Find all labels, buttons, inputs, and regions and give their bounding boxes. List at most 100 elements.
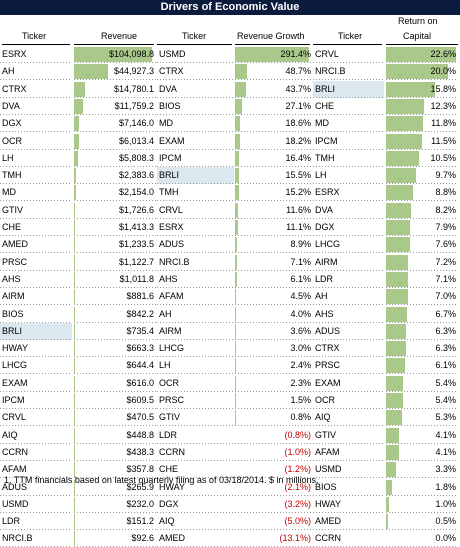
row-separator [235, 338, 313, 340]
row-separator [74, 269, 156, 271]
row-separator [235, 286, 313, 288]
roc-ticker-cell: EXAM [313, 375, 384, 392]
row-separator [386, 79, 458, 81]
value-label: 6.3% [435, 343, 456, 354]
ticker-label: LHCG [2, 360, 28, 371]
value-bar [74, 306, 75, 322]
row-separator [313, 304, 384, 306]
value-label: $881.6 [126, 291, 154, 302]
row-separator [235, 442, 313, 444]
roc-ticker-cell: TMH [313, 150, 384, 167]
roc-value-cell: 15.8% [386, 81, 458, 98]
ticker-label: DGX [2, 118, 22, 129]
row-separator [313, 235, 384, 236]
value-label: 0.8% [290, 412, 311, 423]
growth-value-cell: 3.0% [235, 340, 313, 358]
roc-ticker-cell: NRCI.B [313, 63, 384, 81]
value-bar [74, 427, 75, 443]
value-label: 7.6% [435, 239, 456, 250]
revenue-value-cell: $470.5 [74, 409, 156, 427]
roc-ticker-cell: AIRM [313, 254, 384, 271]
value-bar [235, 358, 236, 374]
ticker-label: HWAY [159, 481, 185, 492]
value-bar [386, 254, 409, 270]
roc-value-cell: 6.3% [386, 323, 458, 340]
value-bar [74, 81, 86, 97]
ticker-label: PRSC [315, 360, 341, 371]
row-separator [313, 62, 384, 63]
ticker-label: PRSC [159, 395, 185, 405]
revenue-ticker-cell: GTIV [0, 202, 72, 219]
value-label: 7.1% [290, 256, 311, 267]
value-label: 16.4% [285, 152, 311, 163]
ticker-label: DGX [159, 498, 179, 509]
row-separator [157, 477, 234, 479]
ticker-label: ESRX [315, 187, 340, 198]
roc-value-cell: 6.7% [386, 306, 458, 323]
growth-ticker-cell: CRVL [157, 202, 234, 219]
row-separator [74, 235, 156, 236]
ticker-label: AIRM [315, 256, 338, 267]
growth-value-cell: (13.1%) [235, 530, 313, 547]
ticker-label: IPCM [315, 135, 338, 146]
revenue-value-cell: $1,233.5 [74, 236, 156, 254]
growth-value-cell: (0.8%) [235, 427, 313, 444]
ticker-label: IPCM [2, 395, 25, 405]
value-label: 7.2% [435, 256, 456, 267]
revenue-value-cell: $6,013.4 [74, 133, 156, 150]
roc-ticker-cell: AHS [313, 306, 384, 323]
value-label: $92.6 [131, 533, 154, 544]
row-separator [235, 304, 313, 306]
value-label: 11.1% [286, 222, 311, 232]
value-label: $5,808.3 [118, 152, 154, 163]
growth-value-cell: (3.2%) [235, 496, 313, 513]
value-bar [74, 220, 76, 235]
roc-ticker-header: Ticker [338, 31, 363, 41]
row-separator [386, 373, 458, 375]
growth-value-cell: 16.4% [235, 150, 313, 167]
value-bar [235, 220, 238, 235]
growth-ticker-cell: BRLI [157, 167, 234, 185]
value-label: 4.5% [290, 291, 311, 302]
row-separator [157, 96, 234, 98]
growth-ticker-cell: CCRN [157, 444, 234, 461]
value-bar [74, 168, 76, 184]
ticker-label: DVA [315, 204, 333, 215]
growth-value-cell: 4.0% [235, 306, 313, 323]
growth-value-cell: 2.4% [235, 357, 313, 375]
value-label: $470.5 [126, 412, 154, 423]
roc-header-line1: Return on [398, 16, 438, 26]
value-bar [386, 64, 448, 80]
value-label: 5.4% [435, 377, 456, 388]
row-separator [313, 390, 384, 392]
value-bar [235, 393, 236, 408]
row-separator [157, 235, 234, 236]
growth-header: Revenue Growth [237, 31, 305, 41]
value-label: $609.5 [126, 395, 154, 405]
growth-value-cell: (1.0%) [235, 444, 313, 461]
value-label: $104,098.8 [108, 49, 154, 59]
row-separator [235, 165, 313, 167]
roc-ticker-cell: BRLI [313, 80, 384, 98]
row-separator [386, 459, 458, 461]
value-bar [386, 271, 408, 287]
revenue-value-cell: $438.3 [74, 444, 156, 461]
ticker-label: AIQ [2, 429, 18, 440]
growth-ticker-cell: AIRM [157, 323, 234, 340]
revenue-ticker-cell: MD [0, 184, 72, 202]
roc-value-cell: 8.2% [386, 202, 458, 219]
value-label: 22.6% [430, 49, 456, 59]
value-label: 43.7% [285, 83, 311, 94]
value-label: 7.9% [435, 222, 456, 232]
ticker-label: ADUS [2, 481, 28, 492]
revenue-value-cell: $232.0 [74, 496, 156, 513]
row-separator [0, 373, 72, 375]
value-bar [386, 237, 410, 253]
row-separator [386, 321, 458, 323]
row-separator [157, 165, 234, 167]
footnote: 1. TTM financials based on latest quarte… [4, 475, 319, 485]
roc-value-cell: 20.0% [386, 63, 458, 81]
value-label: 6.7% [435, 308, 456, 319]
ticker-label: EXAM [315, 377, 341, 388]
value-bar [235, 116, 240, 132]
